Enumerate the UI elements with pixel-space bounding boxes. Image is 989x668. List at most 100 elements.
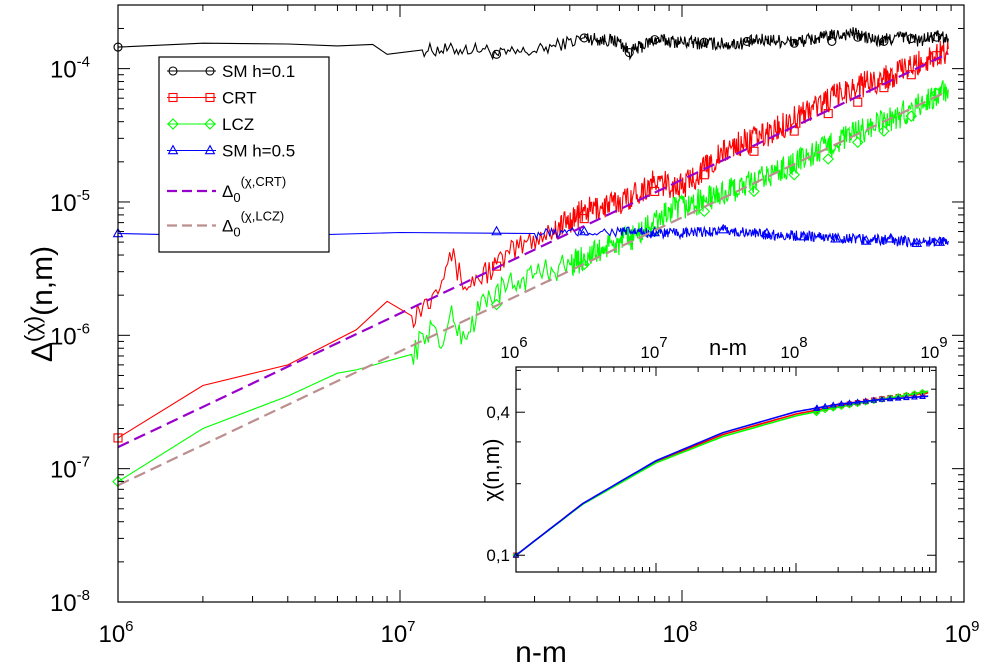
- data-point: [827, 36, 837, 46]
- x-tick-label: 108: [662, 618, 697, 648]
- data-point: [788, 168, 800, 181]
- inset-data-point: [812, 409, 820, 417]
- legend-label: CRT: [222, 89, 257, 108]
- data-point: [650, 35, 660, 45]
- data-point: [879, 36, 889, 46]
- data-point: [579, 33, 589, 43]
- inset-data-point: [838, 400, 845, 407]
- legend-entry: SM h=0.1: [167, 62, 295, 81]
- data-point: [878, 125, 890, 137]
- data-point: [934, 236, 946, 246]
- data-point: [491, 225, 502, 236]
- y-axis-title-base: Δ: [26, 342, 59, 362]
- fit-line: [117, 52, 949, 449]
- data-point: [905, 110, 918, 122]
- data-point: [649, 226, 661, 237]
- legend-entry: Δ0(χ,LCZ): [167, 209, 284, 240]
- data-point: [930, 87, 943, 100]
- series-Δ0(χ,CRT): [117, 52, 949, 449]
- inset-ticks: [515, 367, 936, 572]
- data-point: [748, 185, 760, 198]
- data-point: [885, 232, 897, 243]
- inset-y-tick-label: 0,1: [486, 546, 510, 565]
- inset-plot: 106 107 108 109 0,1 0,4 n-m χ(n,m): [479, 334, 948, 573]
- main-series-lines: [112, 27, 949, 488]
- main-plot-frame: [117, 4, 965, 603]
- data-point: [906, 34, 916, 44]
- y-tick-label: 10-6: [50, 320, 90, 350]
- legend-marker: [205, 66, 215, 76]
- inset-data-point: [878, 395, 886, 403]
- x-axis-title: n-m: [515, 636, 567, 668]
- inset-data-point: [894, 394, 902, 401]
- data-point: [789, 38, 799, 48]
- data-point: [822, 153, 834, 165]
- data-point: [911, 237, 923, 248]
- y-tick-label: 10-4: [50, 54, 90, 84]
- data-point: [717, 223, 729, 234]
- inset-data-point: [919, 392, 926, 399]
- inset-x-tick-label: 106: [500, 334, 527, 362]
- inset-series-lines: [512, 388, 929, 559]
- legend-label: Δ0(χ,CRT): [222, 174, 286, 205]
- inset-data-point: [862, 397, 870, 404]
- data-point: [742, 36, 752, 46]
- series-CRT: [113, 40, 949, 443]
- data-point: [578, 225, 590, 236]
- inset-line: [515, 395, 929, 556]
- inset-x-axis-title: n-m: [709, 335, 747, 360]
- inset-data-point: [813, 404, 820, 411]
- inset-data-point: [878, 395, 886, 402]
- inset-data-point: [894, 392, 902, 401]
- series-LCZ: [112, 80, 949, 488]
- inset-data-point: [846, 399, 853, 406]
- data-point: [851, 136, 864, 149]
- inset-data-point: [854, 398, 861, 405]
- data-point: [932, 32, 942, 42]
- legend-marker: [204, 118, 216, 130]
- x-tick-label: 109: [944, 618, 979, 648]
- legend-marker: [204, 144, 216, 155]
- inset-series-SM h=0.5: [512, 392, 929, 558]
- y-tick-label: 10-5: [50, 187, 90, 217]
- x-tick-label: 106: [98, 618, 133, 648]
- legend-marker: [167, 118, 179, 130]
- legend-entry: SM h=0.5: [167, 142, 295, 161]
- legend-marker: [205, 92, 215, 103]
- inset-data-point: [886, 395, 894, 402]
- data-point: [906, 70, 916, 80]
- series-Δ0(χ,LCZ): [117, 89, 949, 487]
- data-point: [698, 205, 711, 218]
- data-point: [579, 214, 589, 224]
- y-axis-title: Δ(χ)(n,m): [20, 246, 59, 362]
- data-point: [853, 32, 863, 42]
- data-line: [117, 80, 949, 483]
- data-point: [492, 49, 502, 59]
- data-point: [578, 258, 590, 271]
- legend-marker: [168, 92, 178, 103]
- y-tick-label: 10-7: [50, 454, 90, 484]
- fit-line: [117, 89, 949, 487]
- legend-label: Δ0(χ,LCZ): [222, 209, 284, 240]
- main-ticks: [117, 5, 964, 603]
- data-point: [699, 170, 709, 180]
- y-tick-label: 10-8: [50, 587, 90, 617]
- data-line: [117, 27, 949, 61]
- legend-items: SM h=0.1 CRT LCZ SM h=0.5 Δ0(χ,CRT) Δ0(χ,LCZ): [167, 62, 295, 240]
- data-point: [798, 230, 809, 241]
- legend-box: [158, 56, 330, 253]
- inset-data-point: [902, 393, 910, 401]
- legend-entry: Δ0(χ,CRT): [167, 174, 286, 205]
- inset-x-tick-label: 109: [920, 334, 947, 362]
- inset-x-tick-label: 107: [640, 334, 667, 362]
- legend-entry: LCZ: [167, 115, 254, 134]
- data-point: [853, 97, 863, 107]
- data-point: [749, 146, 759, 156]
- legend-label: SM h=0.1: [222, 62, 295, 81]
- inset-y-axis-title: χ(n,m): [479, 439, 504, 502]
- inset-data-point: [829, 401, 837, 408]
- legend-marker: [167, 144, 179, 155]
- y-axis-title-sup: (χ): [20, 316, 45, 342]
- data-point: [830, 232, 841, 243]
